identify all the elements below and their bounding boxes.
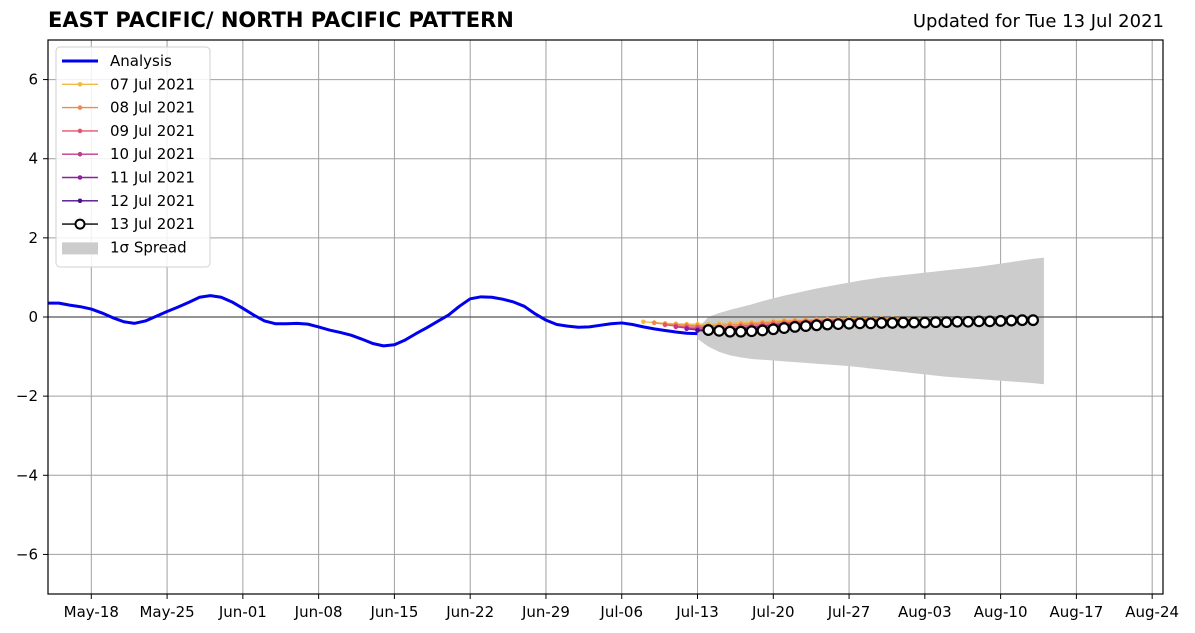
legend-label: 07 Jul 2021 (110, 75, 195, 93)
chart-subtitle: Updated for Tue 13 Jul 2021 (912, 11, 1164, 32)
legend-label: 12 Jul 2021 (110, 192, 195, 210)
legend-marker (77, 128, 83, 134)
legend-swatch (62, 242, 98, 255)
forecast-point (684, 326, 689, 332)
plot-frame (47, 39, 1164, 595)
forecast-point (651, 320, 657, 326)
legend-marker (77, 175, 83, 180)
forecast-point (864, 317, 877, 330)
x-tick-label: Aug-03 (898, 603, 952, 621)
series-layer (48, 294, 1163, 348)
forecast-point (962, 315, 975, 328)
y-tick-label: 4 (28, 150, 38, 168)
x-tick-label: May-25 (139, 603, 194, 621)
forecast-point (853, 317, 866, 330)
forecast-point (908, 316, 920, 329)
x-tick-label: Aug-17 (1049, 603, 1103, 621)
x-tick-label: Jun-15 (369, 603, 418, 621)
forecast-point (789, 320, 801, 333)
forecast-point (734, 325, 747, 338)
legend-label: 08 Jul 2021 (110, 99, 195, 117)
forecast-point (767, 323, 780, 336)
forecast-point (994, 315, 1007, 327)
x-tick-label: Jul-13 (675, 603, 719, 621)
forecast-point (875, 317, 888, 329)
y-tick-label: −4 (16, 466, 38, 484)
x-tick-label: Jul-20 (751, 603, 795, 621)
forecast-point (929, 316, 942, 329)
x-tick-label: Jun-01 (218, 603, 267, 621)
forecast-point (951, 315, 964, 328)
forecast-point (983, 315, 996, 328)
forecast-point (973, 315, 985, 328)
legend: Analysis 07 Jul 2021 08 Jul 2021 09 Jul 202… (55, 46, 211, 268)
legend-marker (77, 198, 83, 204)
x-tick-label: Aug-10 (974, 603, 1028, 621)
forecast-point (1005, 314, 1018, 327)
x-tick-label: Jun-29 (521, 603, 570, 621)
forecast-point (799, 320, 812, 333)
forecast-point (918, 316, 931, 329)
forecast-point (1016, 314, 1029, 327)
forecast-point (821, 318, 834, 331)
y-tick-label: 6 (28, 71, 38, 89)
forecast-point (745, 325, 758, 338)
legend-label: 11 Jul 2021 (110, 169, 195, 187)
legend-marker (74, 218, 86, 230)
forecast-point (778, 322, 791, 334)
legend-label: 09 Jul 2021 (110, 122, 195, 140)
x-tick-label: Jun-08 (294, 603, 343, 621)
y-tick-label: 2 (28, 229, 38, 247)
chart-title: EAST PACIFIC/ NORTH PACIFIC PATTERN (48, 8, 514, 32)
legend-label: 13 Jul 2021 (110, 215, 195, 233)
legend-label: 10 Jul 2021 (110, 145, 195, 163)
x-tick-label: Jul-06 (599, 603, 643, 621)
legend-label: Analysis (110, 52, 172, 70)
forecast-point (1027, 314, 1039, 327)
legend-marker (77, 82, 83, 87)
y-tick-label: −6 (16, 545, 38, 563)
x-tick-label: May-18 (64, 603, 119, 621)
x-tick-label: Jun-22 (445, 603, 494, 621)
analysis-line (48, 294, 698, 348)
x-tick-label: Jul-27 (827, 603, 871, 621)
forecast-point (940, 316, 953, 329)
forecast-point (843, 317, 855, 330)
axes-layer: May-18 May-25 Jun-01 Jun-08 Jun-15 Jun-22 Jun-… (16, 39, 1179, 621)
forecast-point (724, 325, 736, 338)
forecast-point (702, 324, 715, 336)
legend-box (55, 46, 211, 268)
forecast-point (641, 319, 646, 325)
y-tick-label: 0 (28, 308, 38, 326)
forecast-point (810, 319, 823, 332)
legend-label: 1σ Spread (110, 238, 187, 256)
forecast-point (897, 316, 910, 329)
forecast-point (673, 324, 679, 330)
legend-marker (77, 105, 83, 110)
forecast-point (886, 317, 899, 329)
forecast-point (756, 324, 769, 337)
x-tick-label: Aug-24 (1125, 603, 1179, 621)
forecast-point (713, 324, 726, 337)
forecast-point (695, 328, 700, 333)
y-tick-label: −2 (16, 387, 38, 405)
forecast-point (662, 322, 668, 328)
legend-marker (77, 151, 83, 157)
forecast-point (832, 318, 845, 331)
